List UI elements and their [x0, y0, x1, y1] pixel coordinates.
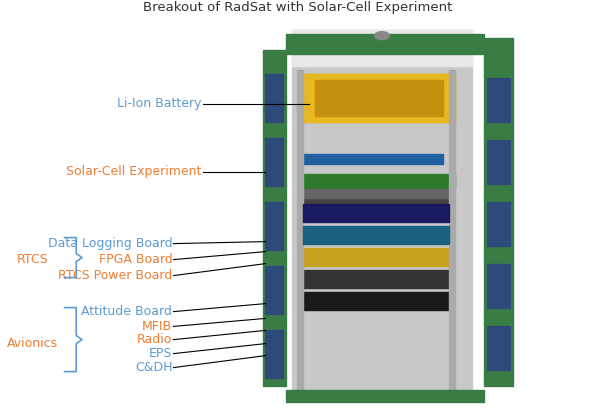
Polygon shape — [303, 225, 449, 243]
Text: MFIB: MFIB — [142, 320, 172, 333]
Polygon shape — [297, 70, 303, 393]
Polygon shape — [449, 70, 455, 393]
Text: EPS: EPS — [149, 347, 172, 360]
Polygon shape — [291, 30, 472, 398]
Text: Attitude Board: Attitude Board — [81, 305, 172, 318]
Polygon shape — [487, 78, 510, 122]
Text: Breakout of RadSat with Solar-Cell Experiment: Breakout of RadSat with Solar-Cell Exper… — [143, 0, 452, 13]
Polygon shape — [487, 264, 510, 308]
Polygon shape — [303, 292, 449, 310]
Polygon shape — [487, 140, 510, 184]
Polygon shape — [266, 74, 283, 122]
Polygon shape — [487, 326, 510, 370]
Polygon shape — [286, 34, 484, 54]
Text: Radio: Radio — [137, 333, 172, 346]
Polygon shape — [303, 269, 449, 287]
Text: Data Logging Board: Data Logging Board — [48, 237, 172, 250]
Polygon shape — [286, 390, 484, 401]
Text: RTCS: RTCS — [17, 253, 48, 266]
Text: Solar-Cell Experiment: Solar-Cell Experiment — [66, 165, 201, 178]
Polygon shape — [315, 80, 443, 116]
Polygon shape — [303, 74, 455, 122]
Text: Li-Ion Battery: Li-Ion Battery — [117, 97, 201, 110]
Polygon shape — [303, 74, 455, 122]
Polygon shape — [266, 202, 283, 250]
Text: RTCS Power Board: RTCS Power Board — [58, 269, 172, 282]
Polygon shape — [303, 248, 449, 266]
Ellipse shape — [375, 31, 389, 40]
Polygon shape — [303, 154, 443, 163]
Polygon shape — [303, 199, 449, 207]
Polygon shape — [484, 38, 513, 385]
Polygon shape — [303, 204, 449, 222]
Text: C&DH: C&DH — [135, 361, 172, 374]
Polygon shape — [263, 49, 286, 385]
Polygon shape — [303, 173, 455, 188]
Text: FPGA Board: FPGA Board — [99, 253, 172, 266]
Polygon shape — [266, 266, 283, 313]
Polygon shape — [291, 30, 472, 66]
Polygon shape — [487, 202, 510, 246]
Text: Avionics: Avionics — [7, 337, 58, 350]
Polygon shape — [303, 189, 449, 198]
Polygon shape — [303, 209, 449, 217]
Polygon shape — [266, 330, 283, 378]
Polygon shape — [266, 137, 283, 186]
